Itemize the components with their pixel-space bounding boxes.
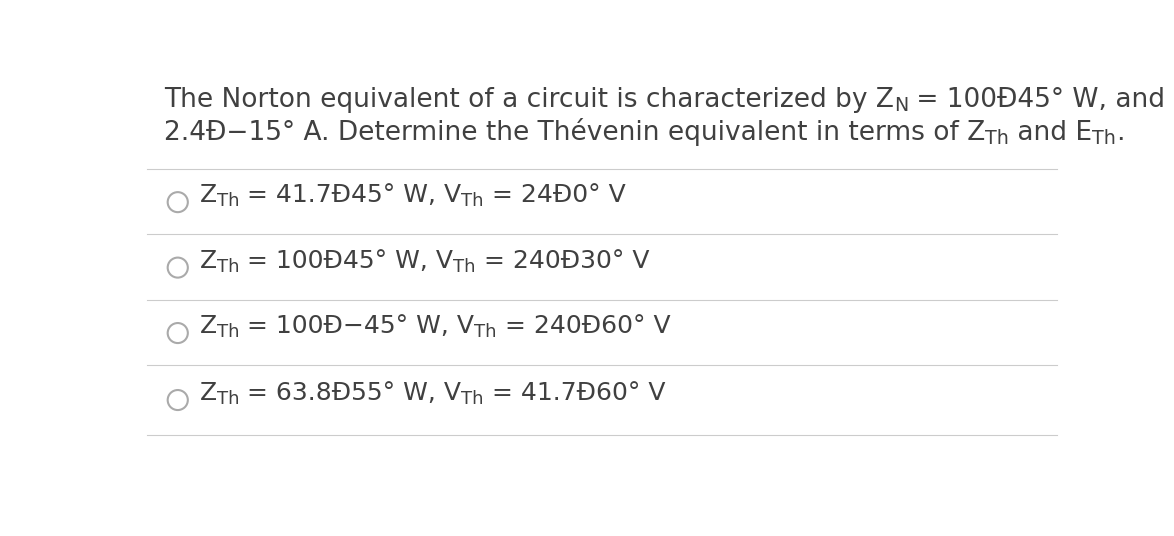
Text: The Norton equivalent of a circuit is characterized by Z: The Norton equivalent of a circuit is ch…	[164, 87, 893, 114]
Text: Z: Z	[200, 314, 216, 338]
Text: Th: Th	[216, 390, 239, 408]
Text: Th: Th	[216, 258, 239, 276]
Text: and E: and E	[1008, 120, 1092, 146]
Text: = 41.7Ð60° V: = 41.7Ð60° V	[484, 381, 666, 405]
Text: Th: Th	[985, 129, 1008, 148]
Text: Z: Z	[200, 381, 216, 405]
Text: Th: Th	[453, 258, 475, 276]
Text: Th: Th	[1092, 129, 1115, 148]
Text: Th: Th	[216, 192, 239, 210]
Text: = 63.8Ð55° W, V: = 63.8Ð55° W, V	[239, 381, 461, 405]
Text: .: .	[1115, 120, 1125, 146]
Text: Th: Th	[461, 192, 484, 210]
Text: Th: Th	[461, 390, 484, 408]
Text: 2.4Ð−15° A. Determine the Thévenin equivalent in terms of Z: 2.4Ð−15° A. Determine the Thévenin equiv…	[164, 118, 985, 146]
Text: Z: Z	[200, 183, 216, 207]
Text: = 240Ð30° V: = 240Ð30° V	[475, 249, 649, 273]
Text: = 100Ð−45° W, V: = 100Ð−45° W, V	[239, 314, 474, 338]
Text: N: N	[893, 96, 908, 115]
Text: = 100Ð45° W, and I: = 100Ð45° W, and I	[908, 87, 1174, 114]
Text: = 100Ð45° W, V: = 100Ð45° W, V	[239, 249, 453, 273]
Text: Th: Th	[474, 323, 497, 341]
Text: = 41.7Ð45° W, V: = 41.7Ð45° W, V	[239, 183, 461, 207]
Text: = 24Ð0° V: = 24Ð0° V	[484, 183, 626, 207]
Text: Z: Z	[200, 249, 216, 273]
Text: Th: Th	[216, 323, 239, 341]
Text: = 240Ð60° V: = 240Ð60° V	[497, 314, 670, 338]
